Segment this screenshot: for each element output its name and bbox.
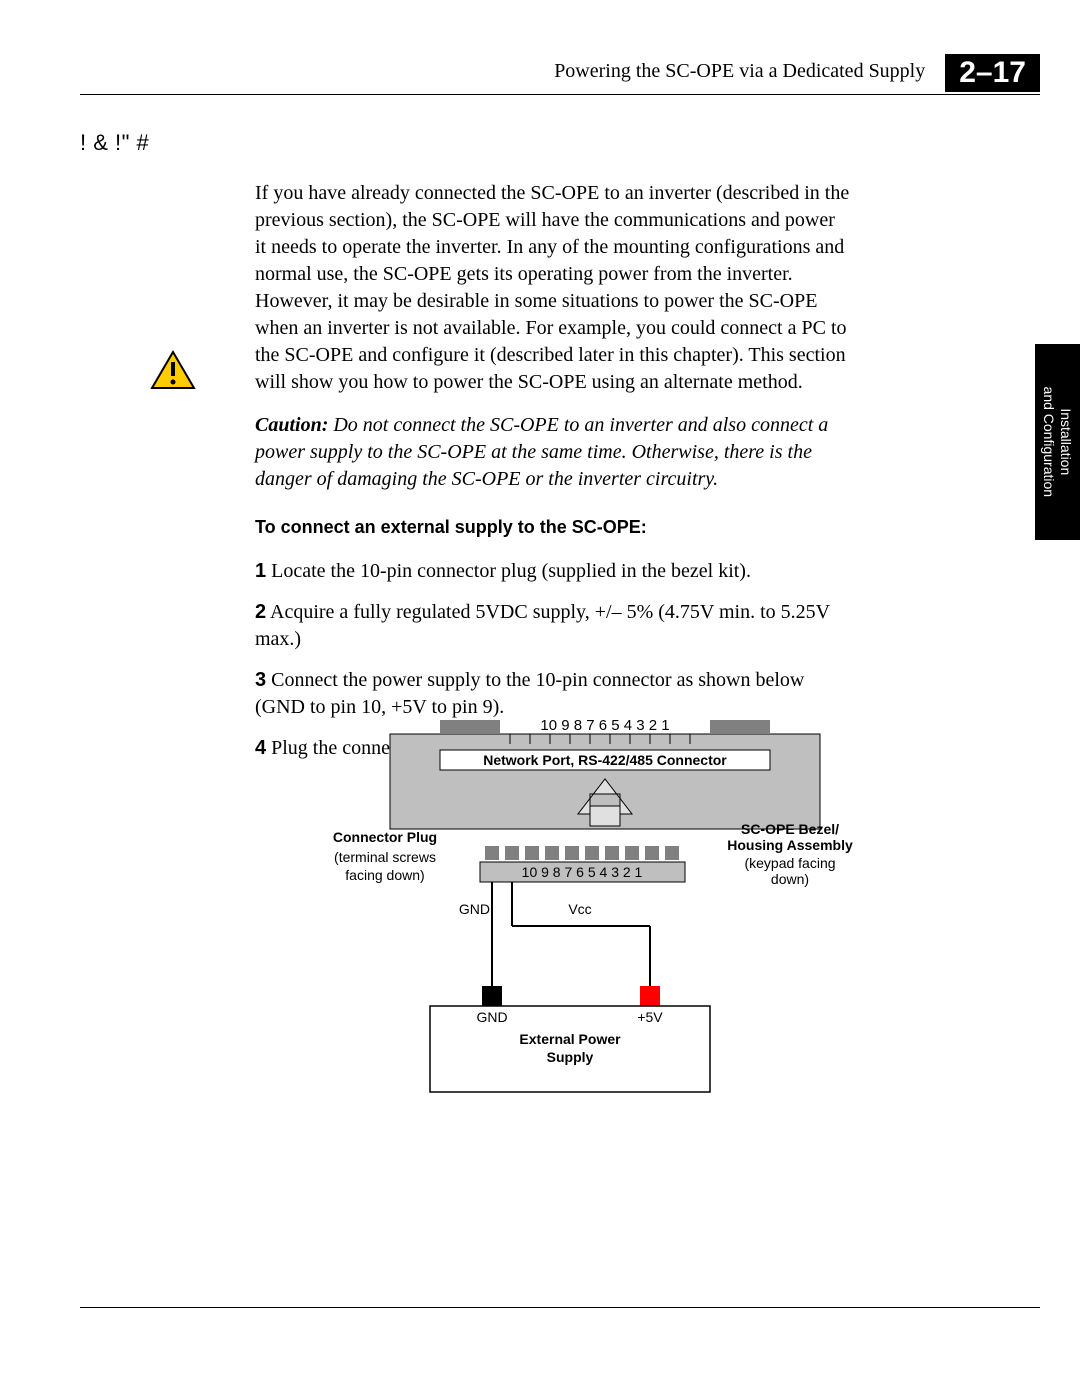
gnd-term-label: GND (476, 1009, 507, 1025)
step-number: 3 (255, 669, 266, 691)
step-3: 3 Connect the power supply to the 10-pin… (255, 667, 850, 721)
header-title: Powering the SC-OPE via a Dedicated Supp… (554, 54, 925, 83)
network-port-label: Network Port, RS-422/485 Connector (483, 752, 727, 768)
side-tab: Installation and Configuration (1035, 344, 1080, 540)
step-1: 1 Locate the 10-pin connector plug (supp… (255, 558, 850, 585)
intro-paragraph: If you have already connected the SC-OPE… (255, 180, 850, 396)
caution-paragraph: Caution: Do not connect the SC-OPE to an… (255, 412, 850, 493)
top-pin-numbers: 10 9 8 7 6 5 4 3 2 1 (540, 717, 669, 734)
vcc-label: Vcc (568, 901, 591, 917)
page-header: Powering the SC-OPE via a Dedicated Supp… (80, 54, 1040, 92)
svg-text:facing down): facing down) (345, 867, 424, 883)
svg-text:Supply: Supply (547, 1049, 594, 1065)
plug-pin-numbers: 10 9 8 7 6 5 4 3 2 1 (522, 864, 643, 880)
side-tab-line2: and Configuration (1042, 387, 1058, 498)
step-number: 1 (255, 560, 266, 582)
ext-supply-label: External Power (519, 1031, 621, 1047)
bezel-sub: (keypad facing (744, 855, 835, 871)
connector-plug-sub: (terminal screws (334, 849, 436, 865)
caution-label: Caution: (255, 414, 328, 436)
step-number: 4 (255, 737, 266, 759)
plus5v-label: +5V (637, 1009, 663, 1025)
step-2: 2 Acquire a fully regulated 5VDC supply,… (255, 599, 850, 653)
step-text: Locate the 10-pin connector plug (suppli… (266, 560, 751, 582)
procedure-heading: To connect an external supply to the SC-… (255, 517, 850, 538)
section-title: ! & !" # (80, 130, 149, 156)
step-text: Connect the power supply to the 10-pin c… (255, 669, 804, 718)
bezel-label: SC-OPE Bezel/ (741, 821, 839, 837)
step-text: Acquire a fully regulated 5VDC supply, +… (255, 601, 830, 650)
main-content: If you have already connected the SC-OPE… (255, 180, 850, 776)
caution-icon (150, 350, 196, 390)
gnd-label: GND (459, 901, 490, 917)
svg-text:down): down) (771, 871, 809, 887)
footer-rule (80, 1307, 1040, 1308)
connector-plug-label: Connector Plug (333, 829, 437, 845)
side-tab-line1: Installation (1058, 409, 1074, 476)
header-rule (80, 94, 1040, 95)
connection-diagram: 10 9 8 7 6 5 4 3 2 1 Network Port, RS-42… (300, 716, 900, 1116)
page-number-badge: 2–17 (945, 54, 1040, 92)
caution-text: Do not connect the SC-OPE to an inverter… (255, 414, 828, 490)
svg-text:Housing Assembly: Housing Assembly (727, 837, 853, 853)
step-number: 2 (255, 601, 266, 623)
